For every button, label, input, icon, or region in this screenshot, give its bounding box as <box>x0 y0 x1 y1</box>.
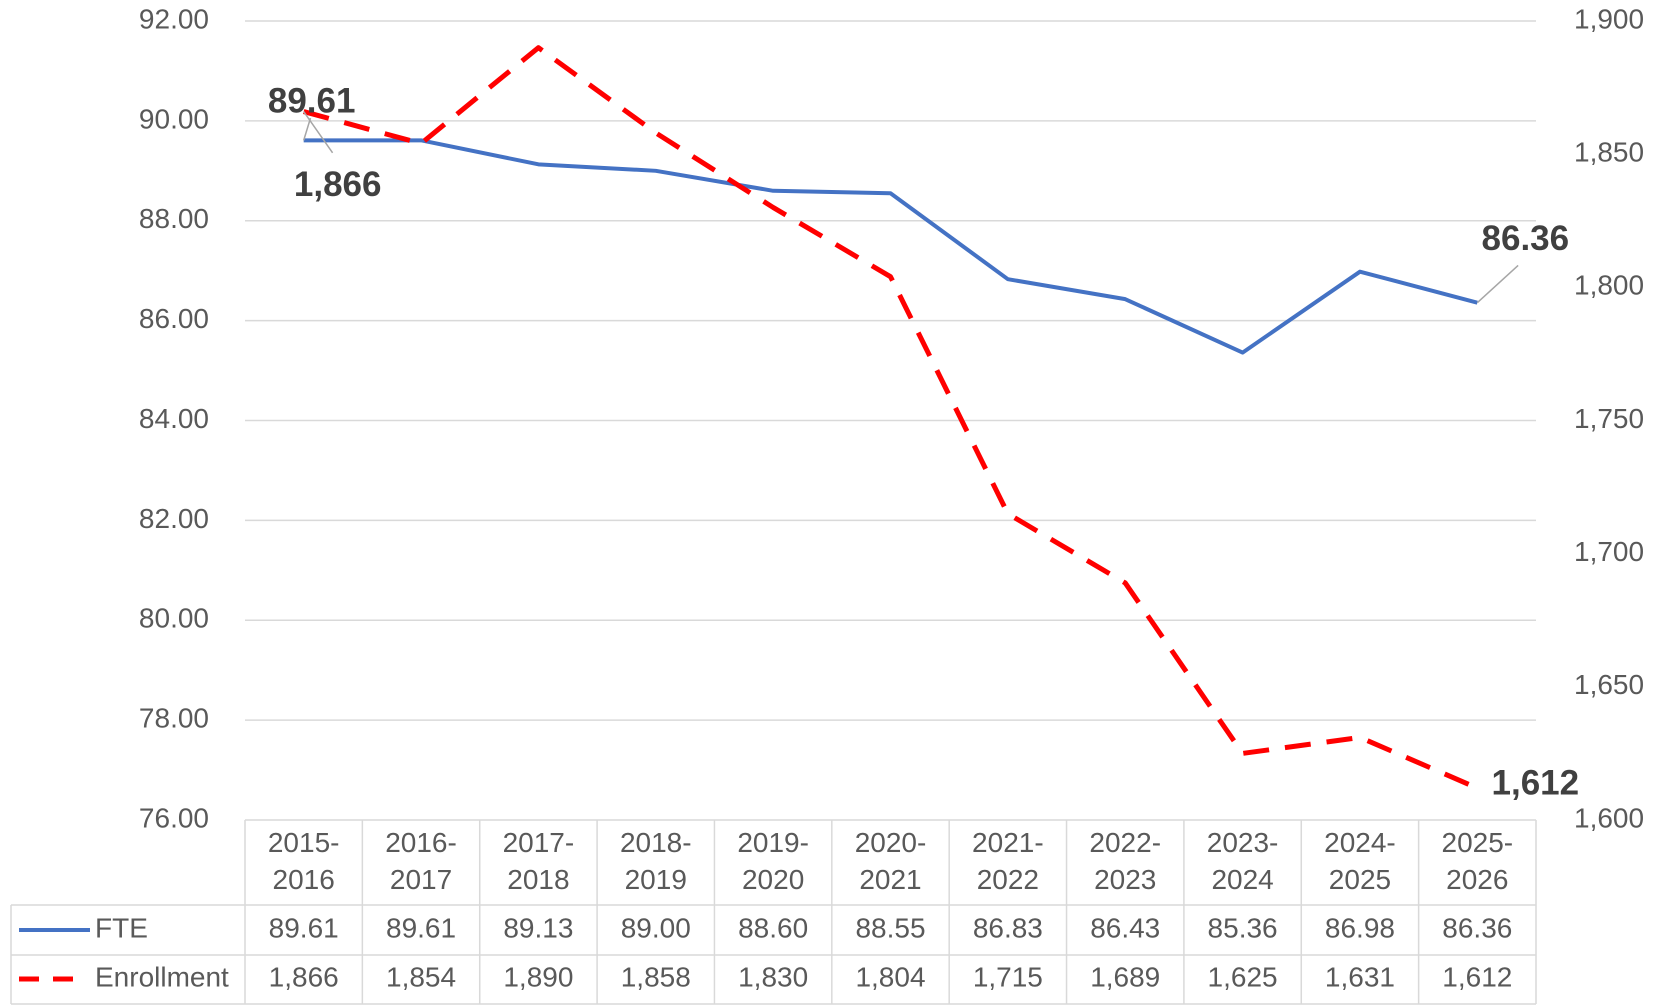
table-cell: 1,631 <box>1325 961 1395 992</box>
x-tick-label: 2020-2021 <box>855 827 927 895</box>
y-tick-label: 84.00 <box>139 403 209 434</box>
y-tick-label: 92.00 <box>139 3 209 34</box>
table-cell: 88.60 <box>738 912 808 943</box>
legend-label: Enrollment <box>95 961 229 992</box>
data-label: 1,612 <box>1492 763 1580 802</box>
x-tick-label: 2019-2020 <box>737 827 809 895</box>
y-tick-label: 86.00 <box>139 303 209 334</box>
y2-tick-label: 1,650 <box>1574 669 1644 700</box>
table-cell: 88.55 <box>855 912 925 943</box>
table-cell: 89.61 <box>269 912 339 943</box>
y-tick-label: 80.00 <box>139 603 209 634</box>
table-cell: 1,715 <box>973 961 1043 992</box>
x-tick-label: 2018-2019 <box>620 827 692 895</box>
y2-tick-label: 1,600 <box>1574 802 1644 833</box>
table-cell: 1,866 <box>269 961 339 992</box>
leader-line <box>1476 264 1519 304</box>
table-cell: 86.36 <box>1442 912 1512 943</box>
table-cell: 1,689 <box>1090 961 1160 992</box>
table-cell: 1,854 <box>386 961 456 992</box>
x-tick-label: 2025-2026 <box>1442 827 1514 895</box>
y-tick-label: 90.00 <box>139 103 209 134</box>
table-cell: 1,804 <box>855 961 925 992</box>
table-cell: 1,612 <box>1442 961 1512 992</box>
table-cell: 85.36 <box>1208 912 1278 943</box>
y2-tick-label: 1,700 <box>1574 536 1644 567</box>
series-line <box>303 138 1478 355</box>
table-cell: 89.00 <box>621 912 691 943</box>
x-tick-label: 2015-2016 <box>268 827 340 895</box>
leader-line <box>303 111 334 154</box>
x-tick-label: 2024-2025 <box>1324 827 1396 895</box>
table-cell: 86.43 <box>1090 912 1160 943</box>
y2-tick-label: 1,850 <box>1574 137 1644 168</box>
data-label: 86.36 <box>1482 219 1570 258</box>
data-label: 1,866 <box>294 165 382 204</box>
table-cell: 89.13 <box>503 912 573 943</box>
y2-tick-label: 1,750 <box>1574 403 1644 434</box>
y-tick-label: 76.00 <box>139 802 209 833</box>
x-tick-label: 2016-2017 <box>385 827 457 895</box>
y-tick-label: 78.00 <box>139 703 209 734</box>
table-cell: 86.83 <box>973 912 1043 943</box>
table-cell: 89.61 <box>386 912 456 943</box>
x-tick-label: 2021-2022 <box>972 827 1044 895</box>
y2-tick-label: 1,900 <box>1574 3 1644 34</box>
table-cell: 1,890 <box>503 961 573 992</box>
x-tick-label: 2022-2023 <box>1089 827 1161 895</box>
leader-line <box>302 117 312 141</box>
table-cell: 1,858 <box>621 961 691 992</box>
table-cell: 1,625 <box>1208 961 1278 992</box>
y-tick-label: 82.00 <box>139 503 209 534</box>
x-tick-label: 2023-2024 <box>1207 827 1279 895</box>
series-line <box>303 45 1479 791</box>
x-tick-label: 2017-2018 <box>503 827 575 895</box>
table-cell: 1,830 <box>738 961 808 992</box>
data-label: 89.61 <box>268 82 356 121</box>
y2-tick-label: 1,800 <box>1574 270 1644 301</box>
legend-label: FTE <box>95 912 148 943</box>
table-cell: 86.98 <box>1325 912 1395 943</box>
y-tick-label: 88.00 <box>139 203 209 234</box>
